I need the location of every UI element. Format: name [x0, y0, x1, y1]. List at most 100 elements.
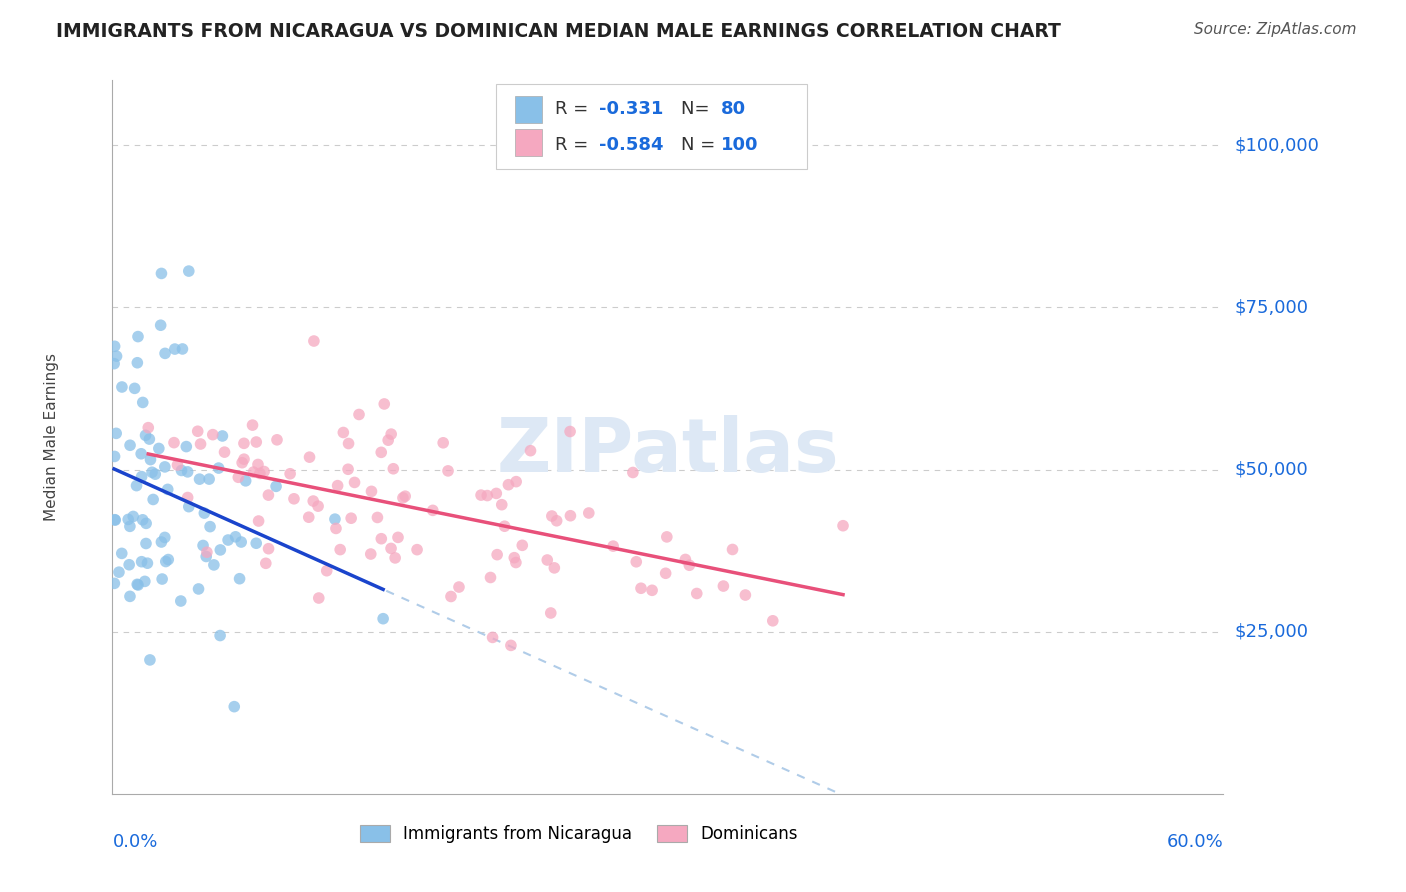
Point — [406, 542, 429, 557]
Point — [325, 521, 347, 535]
Point — [228, 572, 250, 586]
Point — [149, 318, 172, 333]
Point — [686, 586, 709, 600]
Point — [307, 499, 329, 513]
Point — [118, 438, 141, 452]
Point — [111, 546, 134, 560]
Point — [131, 469, 153, 483]
Point — [337, 436, 360, 450]
Point — [191, 539, 214, 553]
Point — [104, 339, 127, 353]
Point — [153, 459, 176, 474]
Point — [214, 445, 236, 459]
Point — [560, 508, 582, 523]
Point — [371, 612, 394, 626]
Point — [245, 435, 267, 450]
Point — [711, 579, 734, 593]
Point — [678, 558, 700, 573]
Point — [104, 513, 127, 527]
Point — [329, 542, 352, 557]
Point — [118, 519, 141, 533]
Point — [155, 555, 177, 569]
Point — [621, 466, 644, 480]
Point — [762, 614, 785, 628]
Point — [131, 513, 153, 527]
Point — [499, 639, 522, 653]
Point — [641, 583, 664, 598]
Text: N=: N= — [681, 100, 716, 118]
Point — [366, 510, 388, 524]
Point — [247, 514, 270, 528]
Text: ZIPatlas: ZIPatlas — [496, 415, 839, 488]
Point — [519, 443, 541, 458]
Point — [166, 458, 188, 472]
Point — [437, 464, 460, 478]
Point — [242, 465, 264, 479]
Point — [195, 545, 218, 559]
Point — [347, 408, 370, 422]
Point — [380, 541, 402, 556]
Point — [176, 491, 198, 505]
Point — [153, 346, 176, 360]
Point — [541, 508, 564, 523]
Point — [380, 427, 402, 442]
Point — [172, 342, 194, 356]
Point — [148, 442, 170, 456]
Point — [177, 264, 200, 278]
Point — [440, 590, 463, 604]
Point — [370, 532, 392, 546]
Point — [503, 550, 526, 565]
Point — [298, 510, 321, 524]
FancyBboxPatch shape — [496, 84, 807, 169]
Point — [235, 474, 257, 488]
Point — [187, 424, 209, 438]
Point — [150, 267, 173, 281]
Point — [176, 440, 198, 454]
Point — [546, 514, 568, 528]
Point — [477, 489, 499, 503]
Point — [150, 572, 173, 586]
Point — [254, 557, 277, 571]
Point — [432, 435, 454, 450]
Point — [283, 491, 305, 506]
Text: IMMIGRANTS FROM NICARAGUA VS DOMINICAN MEDIAN MALE EARNINGS CORRELATION CHART: IMMIGRANTS FROM NICARAGUA VS DOMINICAN M… — [56, 22, 1062, 41]
Point — [673, 552, 696, 566]
Text: Source: ZipAtlas.com: Source: ZipAtlas.com — [1194, 22, 1357, 37]
Point — [104, 513, 127, 527]
Point — [127, 329, 149, 343]
Text: N =: N = — [681, 136, 716, 153]
Text: 0.0%: 0.0% — [112, 833, 157, 851]
Point — [315, 564, 337, 578]
Point — [105, 426, 128, 441]
Point — [190, 437, 212, 451]
Point — [602, 539, 624, 553]
Point — [654, 566, 676, 581]
Point — [302, 334, 325, 348]
Point — [105, 349, 128, 363]
Point — [207, 461, 229, 475]
Point — [226, 470, 249, 484]
Point — [630, 581, 652, 595]
Point — [337, 462, 360, 476]
Text: $50,000: $50,000 — [1234, 460, 1308, 478]
Point — [193, 506, 215, 520]
Point — [118, 558, 141, 572]
Point — [127, 356, 149, 370]
Point — [447, 580, 470, 594]
Point — [209, 628, 232, 642]
Point — [377, 433, 399, 447]
Point — [486, 548, 509, 562]
Point — [343, 475, 366, 490]
Point — [188, 472, 211, 486]
Point — [373, 397, 395, 411]
Point — [135, 536, 157, 550]
Point — [163, 342, 186, 356]
Point — [103, 450, 125, 464]
Point — [245, 536, 267, 550]
Point — [135, 428, 157, 442]
Point — [142, 492, 165, 507]
Point — [249, 467, 271, 481]
Point — [257, 488, 280, 502]
Point — [111, 380, 134, 394]
Point — [132, 395, 155, 409]
